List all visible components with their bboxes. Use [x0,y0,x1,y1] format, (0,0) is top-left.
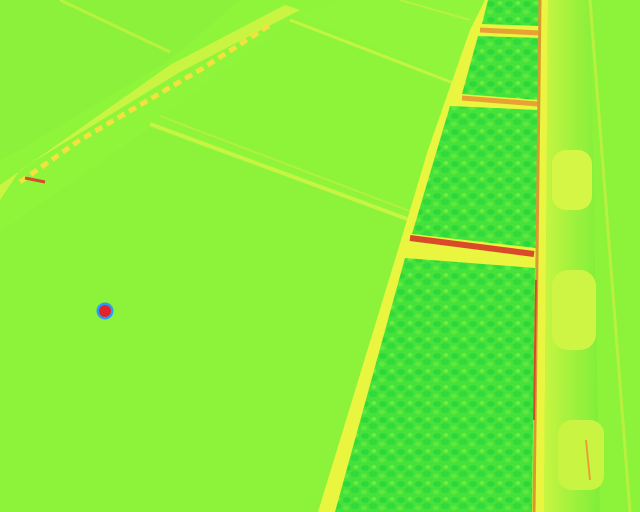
right-block-2 [552,270,596,350]
frame-edge-right [532,0,542,512]
panel-seam-left [0,5,300,200]
panel-seam-upper [289,18,457,86]
right-rail-hot [585,439,591,481]
solar-panel-lower-left [0,128,410,512]
solar-panel-top-left [0,0,240,160]
panel-seam-top [59,0,171,54]
right-rail [588,0,632,512]
gravel-box-second [462,36,540,100]
frame-bar-1 [479,27,541,36]
right-edge-panel [590,0,640,512]
frame-edge-right-hot [533,279,537,421]
solar-panel-upper [300,0,480,84]
hotspot [99,305,111,317]
gravel-box-bottom [335,258,535,512]
gravel-box-top [482,0,540,26]
frame-bar-2 [461,95,539,107]
right-block-1 [552,150,592,210]
panel-seam-left-red [24,176,46,184]
panel-seam-mid-1 [149,122,411,222]
panel-seam-mid-2 [159,115,413,213]
gravel-box-third [412,106,538,248]
panel-seam-left-hot [18,22,272,185]
right-walkway [544,0,600,512]
solar-panel-middle [160,22,455,215]
panel-seam-top-2 [399,0,471,21]
frame-bar-3 [409,235,535,257]
right-block-3 [558,420,604,490]
